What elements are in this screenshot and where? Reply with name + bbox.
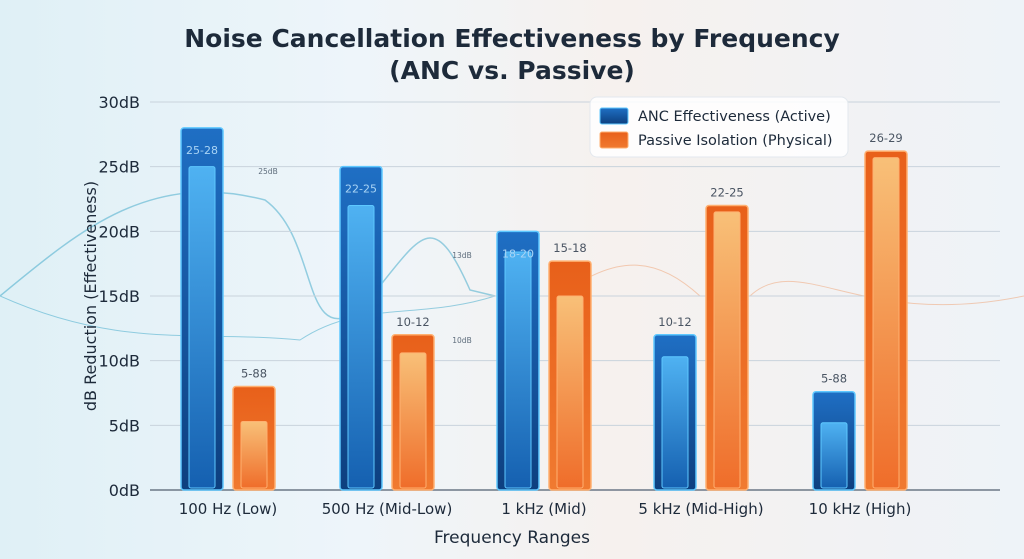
x-tick-label: 100 Hz (Low) bbox=[179, 500, 278, 518]
x-tick-label: 10 kHz (High) bbox=[809, 500, 912, 518]
legend bbox=[589, 96, 849, 158]
y-tick-label: 30dB bbox=[99, 93, 141, 112]
y-tick-label: 0dB bbox=[109, 481, 140, 500]
y-tick-label: 5dB bbox=[109, 416, 140, 435]
bar-passive-inner bbox=[399, 352, 427, 489]
data-label: 26-29 bbox=[869, 131, 902, 145]
legend-swatch bbox=[599, 107, 629, 125]
y-tick-label: 25dB bbox=[99, 158, 141, 177]
chart-title: Noise Cancellation Effectiveness by Freq… bbox=[184, 24, 840, 53]
legend-swatch bbox=[599, 131, 629, 149]
x-axis-label: Frequency Ranges bbox=[434, 528, 590, 548]
data-label: 22-25 bbox=[710, 185, 743, 199]
bar-passive-inner bbox=[556, 295, 584, 489]
data-label: 5-88 bbox=[821, 372, 847, 386]
data-label: 5-88 bbox=[241, 367, 267, 381]
bar-passive-inner bbox=[240, 420, 268, 489]
bar-passive-inner bbox=[713, 211, 741, 489]
annotation: 13dB bbox=[452, 251, 471, 260]
x-tick-label: 1 kHz (Mid) bbox=[501, 500, 586, 518]
bar-anc-inner bbox=[188, 166, 216, 489]
data-label: 10-12 bbox=[658, 315, 691, 329]
data-label: 18-20 bbox=[502, 247, 534, 260]
bar-anc-inner bbox=[661, 356, 689, 489]
data-label: 25-28 bbox=[186, 144, 218, 157]
annotation: 25dB bbox=[258, 167, 277, 176]
data-label: 22-25 bbox=[345, 183, 377, 196]
annotation: 10dB bbox=[452, 336, 471, 345]
chart-subtitle: (ANC vs. Passive) bbox=[389, 56, 635, 85]
y-tick-label: 15dB bbox=[99, 287, 141, 306]
bar-anc-inner bbox=[347, 204, 375, 489]
x-tick-label: 5 kHz (Mid-High) bbox=[638, 500, 763, 518]
y-tick-label: 20dB bbox=[99, 222, 141, 241]
bar-passive-inner bbox=[872, 157, 900, 489]
legend-label: Passive Isolation (Physical) bbox=[638, 133, 833, 149]
y-tick-label: 10dB bbox=[99, 352, 141, 371]
data-label: 15-18 bbox=[553, 241, 586, 255]
bar-anc-inner bbox=[504, 251, 532, 489]
y-axis-label: dB Reduction (Effectiveness) bbox=[81, 181, 100, 411]
bar-anc-inner bbox=[820, 422, 848, 489]
x-tick-label: 500 Hz (Mid-Low) bbox=[322, 500, 453, 518]
legend-label: ANC Effectiveness (Active) bbox=[638, 109, 831, 125]
data-label: 10-12 bbox=[396, 315, 429, 329]
